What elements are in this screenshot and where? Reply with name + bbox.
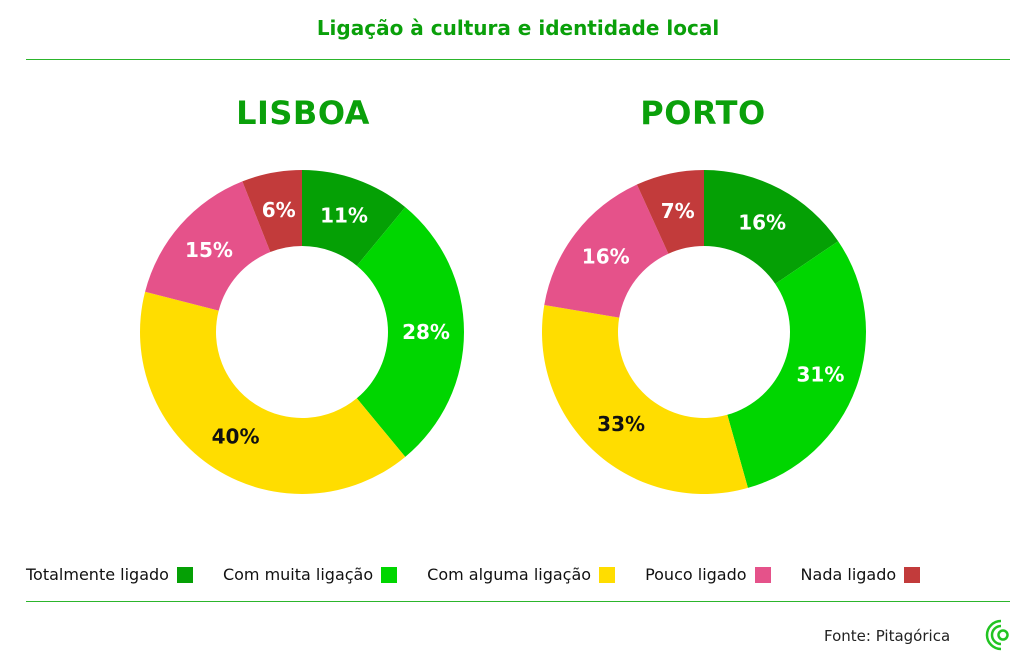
bottom-divider <box>26 601 1010 602</box>
lisboa-data-label-2: 40% <box>212 425 260 449</box>
chart-title: Ligação à cultura e identidade local <box>316 16 720 40</box>
porto-data-label-4: 7% <box>661 199 695 223</box>
lisboa-slice-4 <box>242 170 302 253</box>
porto-slice-4 <box>636 170 704 254</box>
lisboa-slice-1 <box>356 207 464 457</box>
legend-swatch <box>754 566 771 583</box>
porto-data-label-0: 16% <box>738 210 786 234</box>
lisboa-title: LISBOA <box>236 94 370 132</box>
porto-data-label-2: 33% <box>597 412 645 436</box>
legend-item: Nada ligado <box>801 565 921 584</box>
lisboa-data-label-1: 28% <box>402 320 450 344</box>
porto-slice-1 <box>727 241 867 488</box>
legend-swatch <box>176 566 193 583</box>
porto-title: PORTO <box>640 94 766 132</box>
legend-item: Totalmente ligado <box>26 565 193 584</box>
lisboa-data-label-3: 15% <box>185 238 233 262</box>
lisboa-slice-0 <box>302 170 406 266</box>
porto-slice-3 <box>544 184 669 318</box>
porto-data-label-1: 31% <box>797 363 845 387</box>
legend-swatch <box>381 566 398 583</box>
porto-slice-0 <box>704 170 839 284</box>
lisboa-data-label-0: 11% <box>320 203 368 227</box>
legend-swatch <box>904 566 921 583</box>
porto-data-label-3: 16% <box>582 244 630 268</box>
legend-label: Com muita ligação <box>222 565 374 584</box>
legend-item: Pouco ligado <box>645 565 771 584</box>
source-text: Fonte: Pitagórica <box>824 627 951 645</box>
legend-label: Totalmente ligado <box>26 565 169 584</box>
porto-slice-2 <box>542 304 748 494</box>
legend-label: Com alguma ligação <box>427 565 592 584</box>
lisboa-data-label-4: 6% <box>262 198 296 222</box>
top-divider <box>26 59 1010 60</box>
legend-label: Nada ligado <box>800 565 897 584</box>
legend-swatch <box>599 566 616 583</box>
lisboa-slice-3 <box>145 181 271 311</box>
legend: Totalmente ligado Com muita ligação Com al… <box>26 565 950 584</box>
legend-item: Com alguma ligação <box>427 565 616 584</box>
pitagorica-logo-icon <box>985 619 1009 651</box>
legend-item: Com muita ligação <box>222 565 398 584</box>
lisboa-slice-2 <box>140 291 406 494</box>
legend-label: Pouco ligado <box>645 565 747 584</box>
